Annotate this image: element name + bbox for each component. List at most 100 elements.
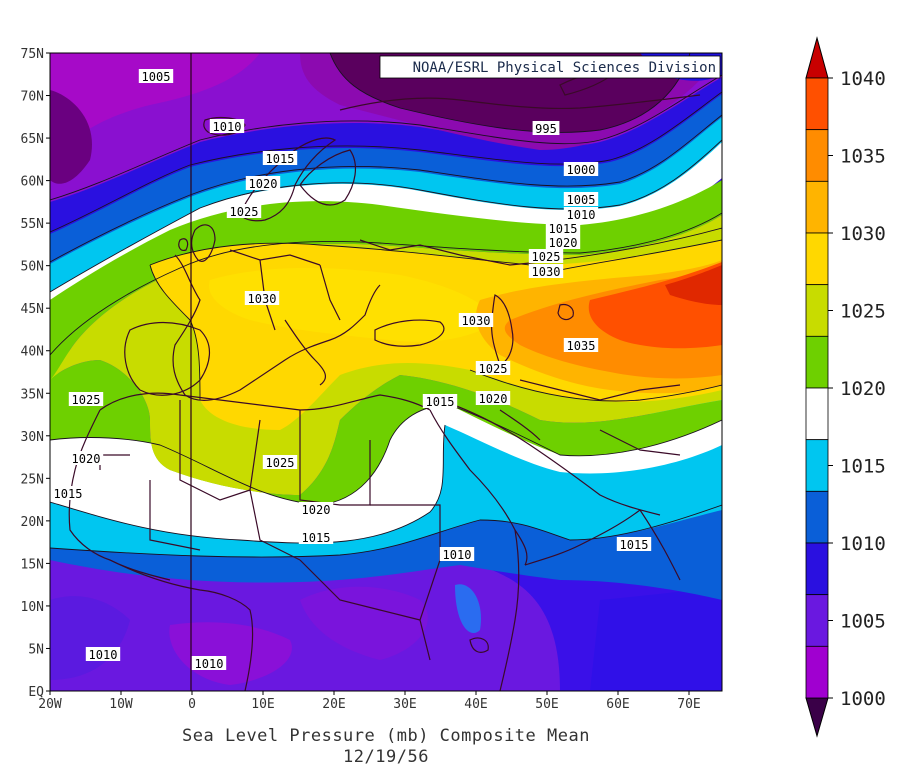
lat-tick-label: 10N (21, 600, 44, 615)
colorbar: 1040 1035 1030 1025 1020 1015 1010 1005 1000 (805, 36, 886, 738)
contour-label-bg (528, 249, 564, 263)
contour-label-bg (422, 394, 458, 408)
colorbar-label: 1025 (840, 301, 886, 323)
colorbar-segment (805, 490, 829, 544)
lat-tick-label: 55N (21, 217, 44, 232)
colorbar-label: 1020 (840, 378, 886, 400)
colorbar-label: 1035 (840, 146, 886, 168)
lat-tick-label: 50N (21, 260, 44, 275)
contour-label: 1035 (567, 339, 596, 353)
contour-label: 1010 (89, 648, 118, 662)
contour-label-bg (563, 162, 599, 176)
contour-label-bg (50, 486, 86, 500)
contour-label-bg (545, 221, 581, 235)
contour-label: 1005 (567, 193, 596, 207)
colorbar-label: 1015 (840, 456, 886, 478)
map-frame (49, 52, 723, 692)
lat-tick-label: 15N (21, 557, 44, 572)
contour-label-bg (545, 235, 581, 249)
contour-label: 1010 (443, 548, 472, 562)
contour-label-bg (298, 530, 334, 544)
lat-tick-label: 70N (21, 90, 44, 105)
contour-label-bg (616, 537, 652, 551)
lon-tick-label: 10W (109, 697, 133, 712)
colorbar-segment (805, 594, 829, 647)
contour-label-bg (138, 69, 174, 83)
colorbar-label: 1040 (840, 68, 886, 90)
contour-label: 1010 (567, 208, 596, 222)
contour-label: 1030 (532, 265, 561, 279)
contour-label-bg (528, 264, 564, 278)
lat-tick-label: 30N (21, 430, 44, 445)
lon-tick-label: 20W (38, 697, 62, 712)
contour-label: 1015 (620, 538, 649, 552)
contour-label-bg (475, 391, 511, 405)
contour-label: 1000 (567, 163, 596, 177)
contour-label: 1015 (426, 395, 455, 409)
contour-label-bg (458, 313, 494, 327)
lat-tick-label: 35N (21, 387, 44, 402)
contour-label: 1025 (479, 362, 508, 376)
colorbar-segment (805, 232, 829, 286)
colorbar-label: 1005 (840, 611, 886, 633)
contour-label: 1005 (142, 70, 171, 84)
contour-label: 1020 (302, 503, 331, 517)
credit-text: NOAA/ESRL Physical Sciences Division (413, 60, 716, 76)
lat-tick-label: 25N (21, 472, 44, 487)
contour-label-bg (85, 647, 121, 661)
colorbar-label: 1030 (840, 223, 886, 245)
contour-label: 1010 (195, 657, 224, 671)
contour-label-bg (563, 192, 599, 206)
contour-label: 1025 (72, 393, 101, 407)
contour-label-bg (563, 338, 599, 352)
credit-box: NOAA/ESRL Physical Sciences Division (379, 55, 721, 79)
lat-tick-label: EQ (28, 685, 44, 700)
lon-tick-label: 50E (535, 697, 558, 712)
lon-tick-label: 60E (606, 697, 629, 712)
colorbar-label: 1010 (840, 533, 886, 555)
contour-label-bg (475, 361, 511, 375)
contour-label: 995 (535, 122, 557, 136)
contour-label-bg (439, 547, 475, 561)
contour-label-bg (262, 455, 298, 469)
lat-tick-label: 20N (21, 515, 44, 530)
contour-label: 1025 (230, 205, 259, 219)
figure-date: 12/19/56 (343, 747, 429, 767)
lat-tick-label: 60N (21, 175, 44, 190)
longitude-axis: 20W 10W 0 10E 20E 30E 40E 50E 60E 70E (38, 691, 701, 712)
colorbar-top-arrow (805, 36, 829, 79)
contour-label: 1025 (266, 456, 295, 470)
lat-tick-label: 65N (21, 132, 44, 147)
contour-label: 1020 (72, 452, 101, 466)
colorbar-segment (805, 387, 829, 441)
colorbar-segment (805, 77, 829, 131)
lon-tick-label: 0 (188, 697, 196, 712)
lat-tick-label: 5N (28, 642, 44, 657)
contour-labels: 1005101010151020102599510001005101010151… (50, 69, 652, 671)
contour-label: 1015 (549, 222, 578, 236)
contour-label-bg (226, 204, 262, 218)
lon-tick-label: 10E (251, 697, 274, 712)
latitude-axis: 75N 70N 65N 60N 55N 50N 45N 40N 35N 30N 25N 20N 15N 1… (21, 47, 50, 700)
colorbar-segment (805, 645, 829, 699)
contour-label-bg (244, 291, 280, 305)
colorbar-segment (805, 335, 829, 389)
contour-label-bg (68, 392, 104, 406)
colorbar-bottom-arrow (805, 697, 829, 738)
colorbar-label: 1000 (840, 688, 886, 710)
contour-label-bg (532, 121, 560, 135)
lat-tick-label: 45N (21, 302, 44, 317)
contour-label: 1010 (213, 120, 242, 134)
lon-tick-label: 70E (677, 697, 700, 712)
contour-label: 1020 (249, 177, 278, 191)
figure-title: Sea Level Pressure (mb) Composite Mean (182, 726, 590, 746)
coastlines (68, 70, 701, 691)
contour-label-bg (298, 502, 334, 516)
contour-label-bg (191, 656, 227, 670)
contour-label-bg (262, 151, 298, 165)
lat-tick-label: 40N (21, 345, 44, 360)
lon-tick-label: 30E (393, 697, 416, 712)
contour-label: 1015 (302, 531, 331, 545)
